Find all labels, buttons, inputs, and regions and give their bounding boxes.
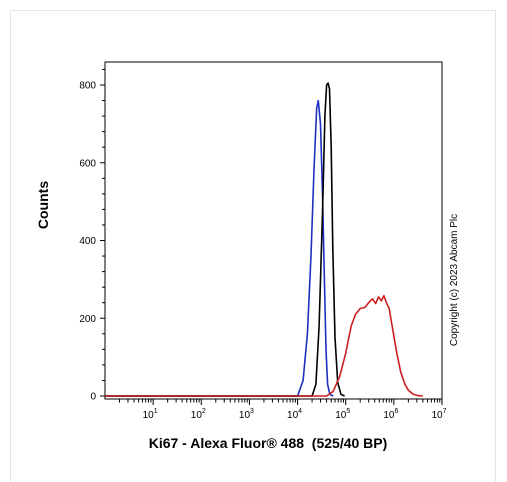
x-tick-label: 107 — [431, 408, 446, 421]
x-tick-label: 101 — [143, 408, 158, 421]
y-tick-label: 800 — [79, 81, 96, 92]
copyright-note: Copyright (c) 2023 Abcam Plc — [449, 214, 460, 346]
series-layer — [105, 82, 423, 397]
x-tick-label: 102 — [191, 408, 206, 421]
y-tick-label: 600 — [79, 158, 96, 169]
series-line-3 — [105, 294, 423, 397]
y-tick-label: 400 — [79, 236, 96, 247]
plot-border — [104, 61, 443, 400]
series-line-1 — [105, 99, 334, 397]
x-tick-label: 104 — [287, 408, 302, 421]
y-axis-title: Counts — [35, 181, 51, 229]
figure-frame — [10, 10, 496, 482]
y-tick-label: 0 — [90, 392, 96, 403]
plot-area — [104, 61, 443, 400]
x-tick-label: 103 — [239, 408, 254, 421]
x-tick-label: 105 — [335, 408, 350, 421]
x-tick-label: 106 — [383, 408, 398, 421]
y-tick-label: 200 — [79, 314, 96, 325]
axis-layer: 0 200 400 600 800 101 102 103 104 105 106 107 — [79, 68, 447, 421]
x-axis-title: Ki67 - Alexa Fluor® 488 (525/40 BP) — [149, 435, 388, 451]
series-line-2 — [105, 82, 345, 397]
